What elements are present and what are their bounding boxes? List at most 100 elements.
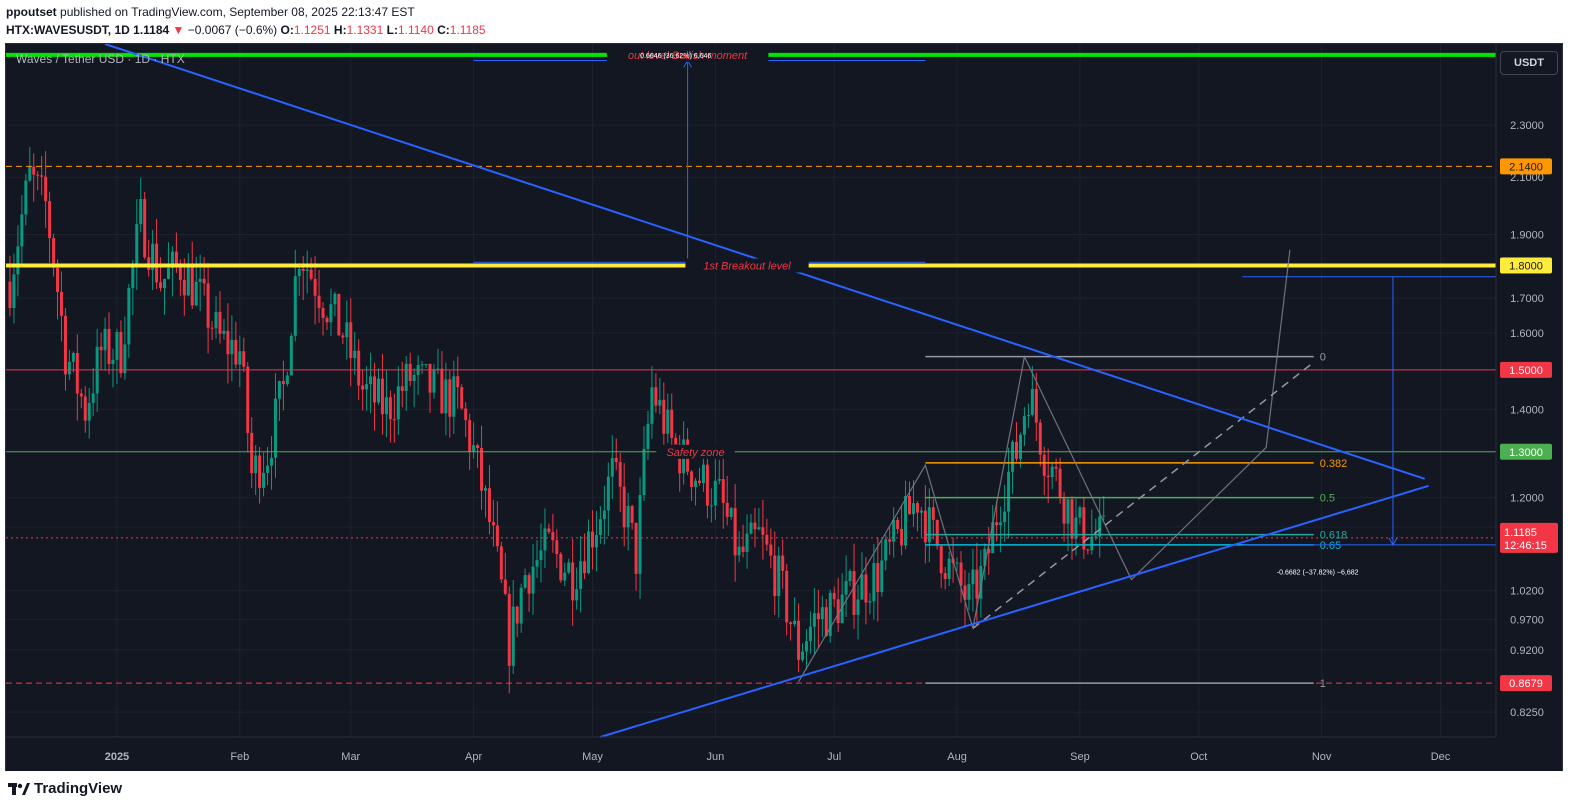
candle-body [32, 166, 36, 175]
price-tick-label: 1.6000 [1510, 328, 1544, 340]
candle-body [170, 251, 174, 269]
candle-body [705, 464, 709, 506]
candle-body [495, 525, 499, 547]
candle-body [297, 268, 301, 277]
candle-body [622, 486, 626, 528]
candle-body [28, 166, 32, 181]
currency-button[interactable]: USDT [1500, 51, 1558, 75]
candle-body [36, 174, 40, 176]
fib-level-label: 0.65 [1320, 540, 1341, 552]
candle-body [1082, 507, 1086, 550]
candle-body [361, 385, 365, 390]
candle-body [1018, 434, 1022, 459]
author-name[interactable]: ppoutset [6, 5, 57, 19]
candle-body [896, 519, 900, 529]
candle-body [254, 455, 258, 474]
price-tick-label: 1.7000 [1510, 293, 1544, 305]
chart-annotation: out level Bullish moment [628, 50, 748, 62]
price-tick-label: 1.0200 [1510, 586, 1544, 598]
candle-body [559, 553, 563, 581]
candle-body [979, 565, 983, 599]
price-tick-label: 2.1000 [1510, 172, 1544, 184]
price-badge-label: 1.8000 [1509, 260, 1543, 272]
chart-annotation: Safety zone [666, 447, 724, 459]
candle-body [139, 198, 143, 225]
candle-body [123, 344, 127, 374]
price-tick-label: 1.9000 [1510, 230, 1544, 242]
candle-body [1026, 414, 1030, 417]
candle-body [765, 534, 769, 545]
candle-body [194, 281, 198, 306]
annotation-mask [656, 444, 735, 459]
candle-body [840, 594, 844, 624]
candle-body [931, 507, 935, 520]
candle-body [452, 376, 456, 417]
candle-body [884, 539, 888, 561]
candle-body [824, 607, 828, 636]
candle-body [1058, 468, 1062, 499]
chart-annotation: 1st Breakout level [703, 260, 791, 272]
candle-body [373, 376, 377, 403]
candle-body [642, 448, 646, 496]
candle-body [947, 558, 951, 579]
candle-body [503, 579, 507, 594]
candle-body [717, 479, 721, 481]
candle-body [729, 508, 733, 517]
candle-body [222, 330, 226, 334]
time-tick-label: Apr [465, 751, 482, 763]
tradingview-logo[interactable]: TradingView [8, 780, 122, 797]
candle-body [48, 201, 52, 239]
candle-body [103, 328, 107, 351]
candle-body [804, 641, 808, 652]
candle-body [8, 281, 12, 308]
price-badge-label: 2.1400 [1509, 161, 1543, 173]
candle-body [273, 398, 277, 458]
time-tick-label: Oct [1190, 751, 1207, 763]
candle-body [499, 546, 503, 580]
candle-body [575, 589, 579, 601]
candle-body [91, 393, 95, 403]
candle-body [900, 528, 904, 546]
high-value: 1.1331 [346, 23, 384, 37]
candle-body [1090, 536, 1094, 551]
close-value: 1.1185 [449, 23, 486, 37]
candle-body [404, 363, 408, 391]
candle-body [519, 587, 523, 624]
candle-body [963, 585, 967, 600]
candle-body [377, 378, 380, 403]
chart-area[interactable]: 0 0.382 0.5 0.618 0.65 1 out level Bullish mom… [5, 43, 1563, 772]
candle-body [483, 488, 487, 491]
candle-body [333, 293, 337, 305]
candle-body [1011, 441, 1015, 472]
candle-body [666, 409, 670, 434]
time-tick-label: Feb [230, 751, 249, 763]
price-tick-label: 0.9700 [1510, 614, 1544, 626]
candle-body [1030, 388, 1034, 415]
candle-body [246, 366, 250, 433]
dashed-projection-line [972, 361, 1315, 629]
candle-body [587, 531, 591, 574]
candle-body [16, 246, 20, 275]
candle-body [602, 510, 606, 520]
candle-body [127, 288, 131, 345]
candle-body [1066, 499, 1070, 524]
candle-body [721, 479, 725, 503]
candle-body [1046, 475, 1050, 478]
low-value: 1.1140 [397, 23, 434, 37]
candle-body [606, 476, 610, 511]
candle-body [1086, 549, 1090, 551]
chart-annotation: 0.6646 (36.62%) 6,646 [640, 53, 711, 60]
candle-body [24, 180, 28, 215]
candle-body [52, 238, 56, 268]
candle-body [610, 458, 614, 477]
candle-body [166, 268, 170, 279]
candle-body [555, 540, 559, 554]
trendline [600, 484, 1429, 738]
candle-body [646, 423, 650, 449]
candle-body [816, 613, 820, 620]
candle-body [198, 278, 202, 282]
candle-body [832, 592, 836, 600]
candle-body [392, 419, 396, 421]
projection-path [798, 249, 1291, 683]
